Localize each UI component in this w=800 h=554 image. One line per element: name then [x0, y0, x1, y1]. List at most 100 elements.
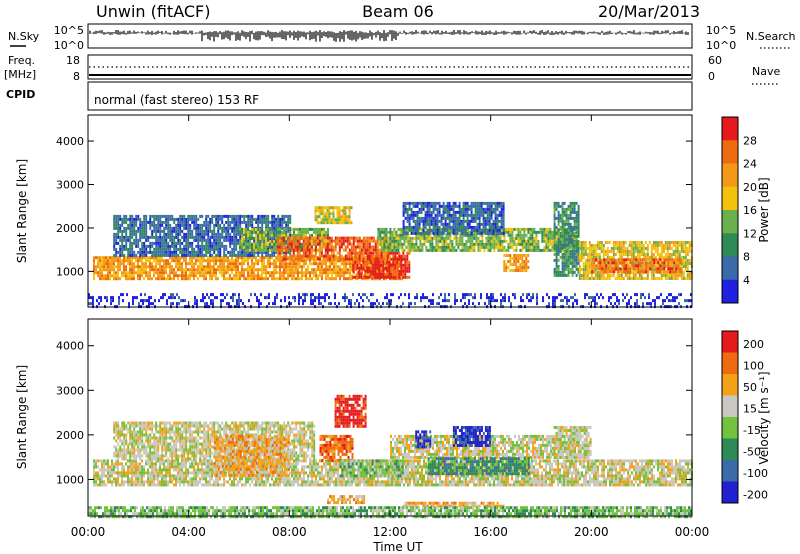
data-cell [328, 245, 331, 249]
data-cell [392, 269, 395, 273]
data-cell [418, 201, 421, 205]
data-cell [351, 274, 353, 278]
data-cell [229, 226, 232, 230]
data-cell [573, 216, 576, 220]
data-cell [404, 263, 407, 267]
nave-label: Nave [752, 65, 780, 78]
data-cell [167, 229, 170, 233]
data-cell [137, 238, 140, 242]
data-cell [416, 201, 419, 205]
data-cell [366, 236, 369, 240]
data-cell [408, 260, 411, 264]
data-cell [523, 263, 526, 266]
data-cell [559, 270, 562, 274]
data-cell [137, 250, 140, 254]
data-cell [460, 219, 463, 223]
data-cell [137, 256, 139, 260]
data-cell [153, 223, 156, 227]
data-cell [157, 244, 160, 248]
data-cell [567, 255, 570, 259]
data-cell [139, 220, 142, 224]
data-cell [525, 242, 528, 246]
data-cell [123, 244, 126, 248]
data-cell [386, 263, 389, 267]
data-cell [197, 217, 200, 221]
data-cell [159, 262, 161, 266]
data-cell [307, 230, 309, 234]
data-cell [495, 245, 498, 249]
data-cell [547, 242, 550, 246]
data-cell [233, 244, 236, 248]
data-cell [513, 260, 516, 263]
data-cell [321, 242, 323, 246]
data-cell [388, 272, 391, 276]
data-cell [396, 257, 399, 261]
data-cell [533, 230, 536, 234]
data-cell [578, 253, 581, 256]
data-cell [261, 245, 263, 249]
data-cell [336, 251, 339, 255]
data-cell [151, 220, 154, 224]
data-cell [420, 207, 423, 211]
data-cell [545, 242, 548, 246]
data-cell [175, 274, 177, 278]
data-cell [356, 251, 359, 255]
data-cell [209, 223, 212, 227]
data-cell [412, 228, 415, 232]
data-cell [519, 236, 522, 240]
data-cell [287, 274, 289, 278]
data-cell [237, 250, 240, 254]
data-cell [201, 271, 203, 275]
data-cell [444, 207, 447, 211]
data-cell [471, 242, 474, 246]
data-cell [119, 226, 122, 230]
data-cell [253, 227, 255, 231]
data-cell [179, 244, 182, 248]
data-cell [113, 244, 116, 248]
data-cell [239, 242, 241, 246]
data-cell [331, 271, 333, 275]
data-cell [93, 259, 95, 263]
data-cell [475, 230, 478, 234]
data-cell [183, 259, 185, 263]
data-cell [249, 214, 252, 218]
data-cell [557, 216, 560, 220]
data-cell [255, 248, 257, 252]
data-cell [573, 240, 576, 244]
data-cell [575, 255, 578, 259]
data-cell [482, 216, 485, 220]
data-cell [320, 254, 323, 258]
data-cell [557, 243, 560, 247]
data-cell [438, 213, 441, 217]
data-cell [575, 219, 578, 223]
data-cell [281, 256, 283, 260]
data-cell [529, 227, 532, 231]
data-cell [342, 206, 345, 210]
data-cell [475, 233, 478, 237]
data-cell [344, 221, 347, 225]
data-cell [383, 230, 386, 234]
data-cell [380, 260, 383, 264]
data-cell [265, 265, 267, 269]
data-cell [233, 217, 236, 221]
data-cell [235, 220, 238, 224]
data-cell [563, 267, 566, 271]
data-cell [391, 262, 393, 266]
data-cell [321, 277, 323, 281]
data-cell [283, 230, 285, 234]
data-cell [249, 256, 251, 260]
freq-tick-bottom: 8 [73, 70, 80, 83]
data-cell [137, 274, 139, 278]
data-cell [147, 238, 150, 242]
data-cell [332, 209, 335, 213]
data-cell [115, 265, 117, 269]
data-cell [351, 265, 353, 269]
data-cell [535, 245, 538, 249]
data-cell [231, 259, 233, 263]
data-cell [245, 259, 247, 263]
data-cell [588, 241, 591, 244]
data-cell [519, 227, 522, 231]
data-cell [430, 201, 433, 205]
data-cell [167, 232, 170, 236]
data-cell [308, 254, 311, 258]
